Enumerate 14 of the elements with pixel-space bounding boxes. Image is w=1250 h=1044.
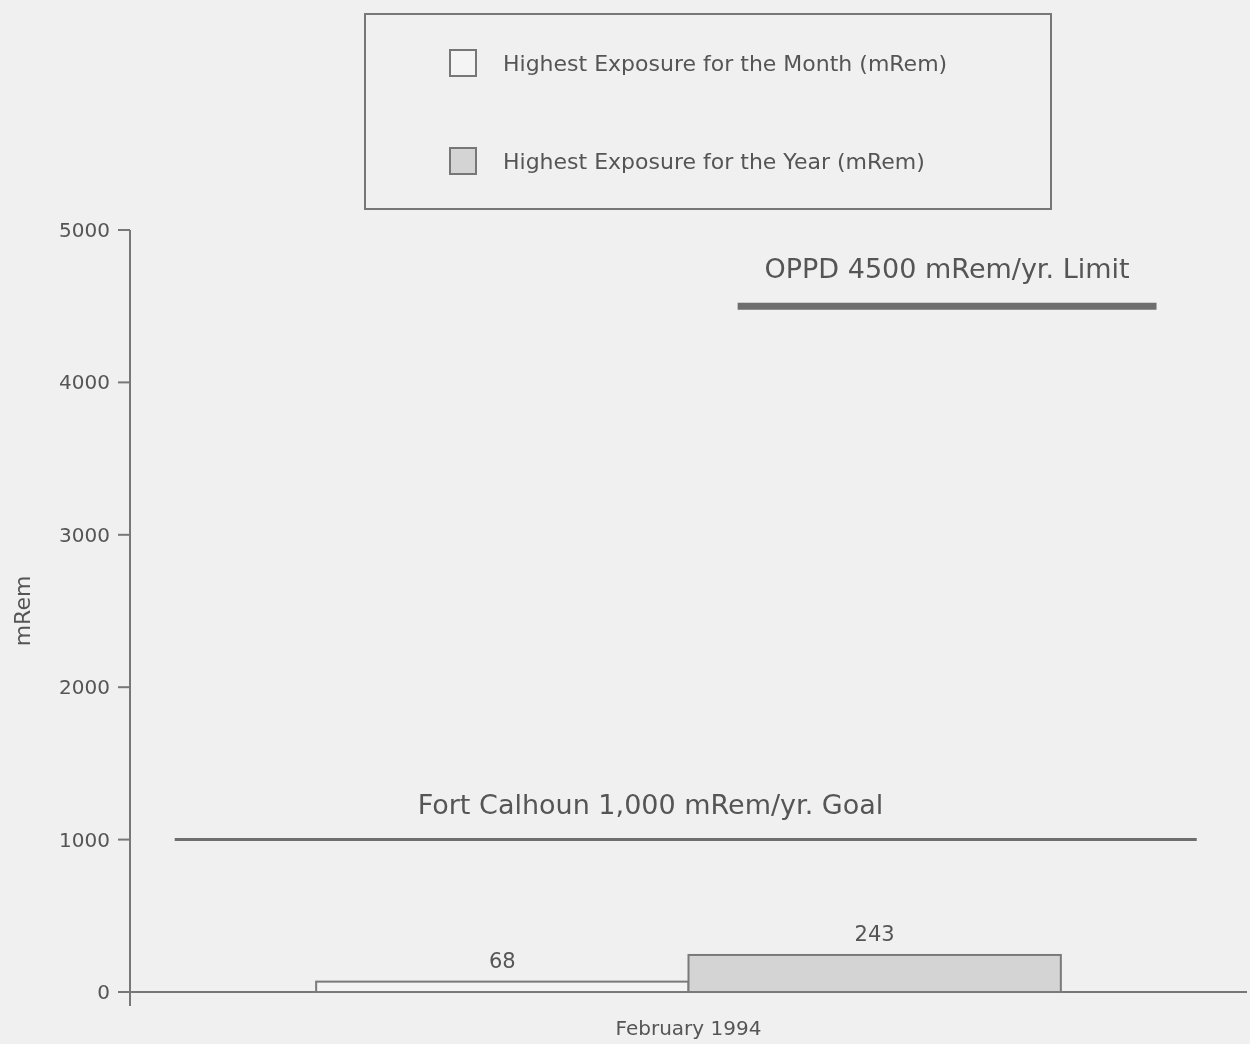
y-axis-title: mRem <box>10 575 35 647</box>
y-tick-label: 0 <box>97 980 110 1004</box>
y-tick-label: 4000 <box>59 370 110 395</box>
x-tick-label: February 1994 <box>615 1016 762 1040</box>
y-tick-label: 5000 <box>59 218 110 242</box>
legend-label: Highest Exposure for the Year (mRem) <box>503 148 925 174</box>
legend-label: Highest Exposure for the Month (mRem) <box>503 50 948 76</box>
ref-line-label: Fort Calhoun 1,000 mRem/yr. Goal <box>417 788 884 820</box>
y-tick-label: 2000 <box>59 675 110 700</box>
y-tick-label: 1000 <box>59 827 110 852</box>
ref-line-label: OPPD 4500 mRem/yr. Limit <box>764 253 1130 285</box>
y-tick-label: 3000 <box>59 522 110 547</box>
data-label: 68 <box>488 948 516 973</box>
data-label: 243 <box>854 921 895 946</box>
